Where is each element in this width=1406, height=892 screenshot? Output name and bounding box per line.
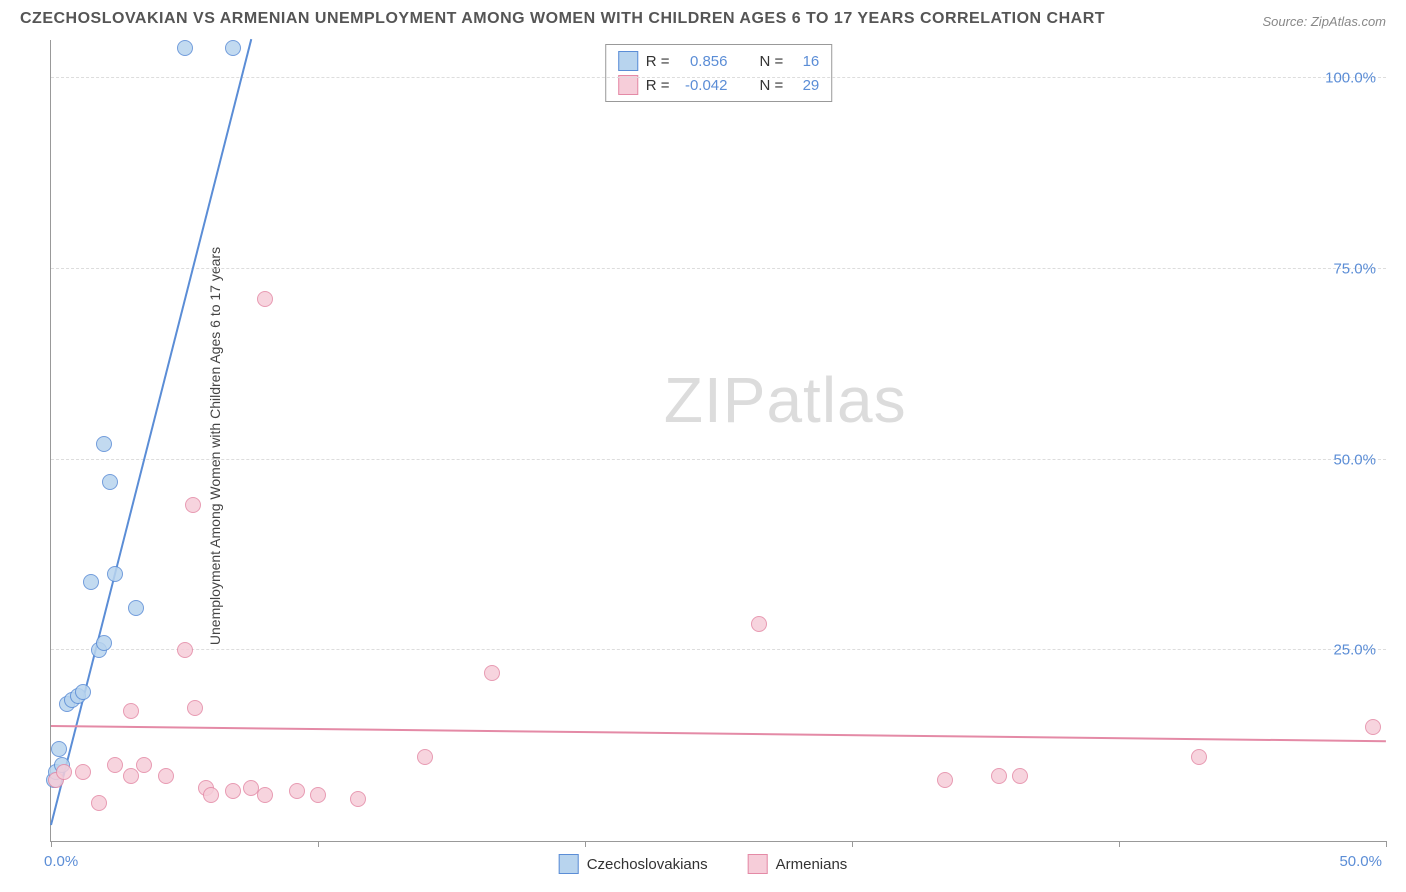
data-point — [96, 436, 112, 452]
data-point — [123, 703, 139, 719]
data-point — [96, 635, 112, 651]
data-point — [177, 40, 193, 56]
data-point — [107, 566, 123, 582]
data-point — [56, 764, 72, 780]
x-axis-max-label: 50.0% — [1339, 853, 1382, 870]
gridline — [51, 77, 1386, 78]
data-point — [128, 600, 144, 616]
legend-label: Armenians — [776, 856, 848, 873]
data-point — [417, 749, 433, 765]
legend-row: R = 0.856 N = 16 — [618, 49, 820, 73]
legend-label: Czechoslovakians — [587, 856, 708, 873]
trend-line — [51, 725, 1386, 742]
data-point — [91, 795, 107, 811]
series-legend: Czechoslovakians Armenians — [559, 854, 848, 874]
data-point — [187, 700, 203, 716]
x-axis-min-label: 0.0% — [44, 853, 78, 870]
n-label: N = — [760, 53, 784, 70]
data-point — [1191, 749, 1207, 765]
x-tick — [852, 841, 853, 847]
gridline — [51, 649, 1386, 650]
gridline — [51, 459, 1386, 460]
data-point — [937, 772, 953, 788]
watermark-rest: atlas — [766, 364, 906, 436]
r-value: -0.042 — [678, 77, 728, 94]
n-value: 16 — [791, 53, 819, 70]
data-point — [1365, 719, 1381, 735]
data-point — [257, 291, 273, 307]
data-point — [350, 791, 366, 807]
data-point — [289, 783, 305, 799]
data-point — [310, 787, 326, 803]
data-point — [991, 768, 1007, 784]
data-point — [83, 574, 99, 590]
data-point — [257, 787, 273, 803]
swatch-icon — [618, 51, 638, 71]
data-point — [177, 642, 193, 658]
y-tick-label: 25.0% — [1333, 642, 1376, 659]
data-point — [102, 474, 118, 490]
swatch-icon — [559, 854, 579, 874]
scatter-plot: ZIPatlas R = 0.856 N = 16 R = -0.042 N =… — [50, 40, 1386, 842]
data-point — [123, 768, 139, 784]
n-label: N = — [760, 77, 784, 94]
data-point — [751, 616, 767, 632]
data-point — [75, 684, 91, 700]
y-tick-label: 50.0% — [1333, 451, 1376, 468]
data-point — [1012, 768, 1028, 784]
y-tick-label: 75.0% — [1333, 260, 1376, 277]
correlation-legend: R = 0.856 N = 16 R = -0.042 N = 29 — [605, 44, 833, 102]
data-point — [107, 757, 123, 773]
trend-line — [50, 39, 252, 825]
x-tick — [585, 841, 586, 847]
x-tick — [1386, 841, 1387, 847]
x-tick — [51, 841, 52, 847]
data-point — [225, 40, 241, 56]
gridline — [51, 268, 1386, 269]
data-point — [51, 741, 67, 757]
source-attribution: Source: ZipAtlas.com — [1262, 14, 1386, 29]
r-label: R = — [646, 77, 670, 94]
data-point — [225, 783, 241, 799]
watermark-bold: ZIP — [664, 364, 767, 436]
legend-item: Czechoslovakians — [559, 854, 708, 874]
data-point — [158, 768, 174, 784]
n-value: 29 — [791, 77, 819, 94]
r-value: 0.856 — [678, 53, 728, 70]
chart-title: CZECHOSLOVAKIAN VS ARMENIAN UNEMPLOYMENT… — [20, 10, 1105, 28]
x-tick — [318, 841, 319, 847]
data-point — [75, 764, 91, 780]
watermark: ZIPatlas — [664, 363, 907, 437]
swatch-icon — [748, 854, 768, 874]
legend-item: Armenians — [748, 854, 848, 874]
r-label: R = — [646, 53, 670, 70]
y-tick-label: 100.0% — [1325, 70, 1376, 87]
data-point — [484, 665, 500, 681]
x-tick — [1119, 841, 1120, 847]
data-point — [136, 757, 152, 773]
data-point — [185, 497, 201, 513]
data-point — [203, 787, 219, 803]
